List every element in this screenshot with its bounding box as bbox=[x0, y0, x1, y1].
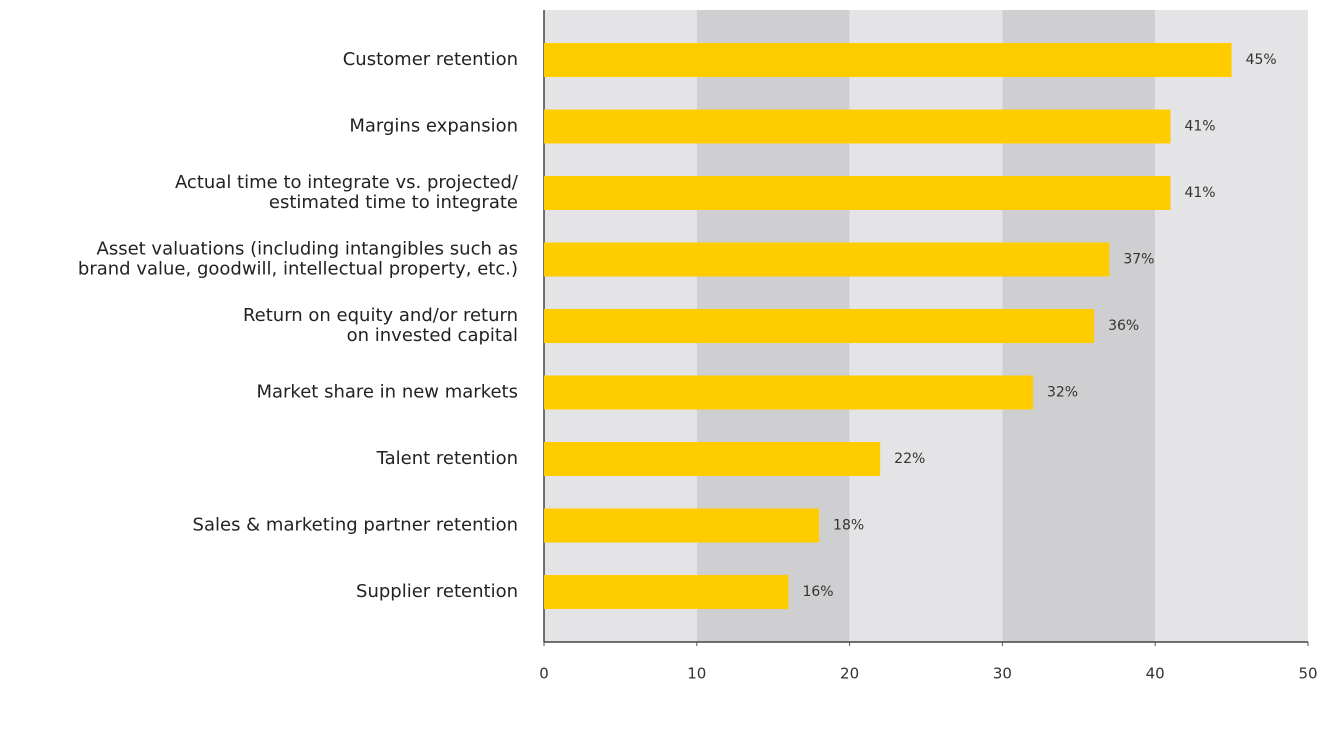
bar bbox=[544, 442, 881, 476]
category-label: Asset valuations (including intangibles … bbox=[78, 239, 518, 280]
bar bbox=[544, 375, 1033, 410]
category-label: Actual time to integrate vs. projected/e… bbox=[175, 172, 519, 213]
bar bbox=[544, 176, 1171, 210]
value-label: 41% bbox=[1184, 185, 1215, 201]
value-label: 16% bbox=[802, 584, 833, 600]
category-line: Supplier retention bbox=[356, 581, 518, 602]
category-label: Talent retention bbox=[376, 448, 518, 469]
category-line: Asset valuations (including intangibles … bbox=[97, 239, 519, 260]
bar bbox=[544, 309, 1095, 343]
category-label: Margins expansion bbox=[349, 116, 518, 137]
x-tick-label: 0 bbox=[539, 665, 549, 683]
x-tick-label: 10 bbox=[687, 665, 706, 683]
value-label: 41% bbox=[1184, 119, 1215, 135]
value-label: 36% bbox=[1108, 318, 1139, 334]
category-line: Talent retention bbox=[376, 448, 518, 469]
category-label: Return on equity and/or return on investe… bbox=[243, 305, 518, 346]
category-line: Actual time to integrate vs. projected/ bbox=[175, 172, 519, 193]
value-label: 45% bbox=[1246, 52, 1277, 68]
value-label: 18% bbox=[833, 518, 864, 534]
category-label: Market share in new markets bbox=[256, 382, 518, 403]
bar bbox=[544, 242, 1110, 277]
bar bbox=[544, 43, 1232, 77]
category-line: brand value, goodwill, intellectual prop… bbox=[78, 259, 518, 280]
category-line: Margins expansion bbox=[349, 116, 518, 137]
category-line: estimated time to integrate bbox=[269, 192, 518, 213]
x-tick-label: 20 bbox=[840, 665, 859, 683]
bar bbox=[544, 575, 789, 609]
value-label: 37% bbox=[1123, 252, 1154, 268]
x-tick-label: 30 bbox=[993, 665, 1012, 683]
bar bbox=[544, 508, 820, 543]
category-line: Return on equity and/or return bbox=[243, 305, 518, 326]
value-label: 22% bbox=[894, 451, 925, 467]
bar bbox=[544, 109, 1171, 144]
band bbox=[1155, 10, 1308, 642]
category-label: Supplier retention bbox=[356, 581, 518, 602]
category-line: on invested capital bbox=[347, 325, 518, 346]
category-line: Market share in new markets bbox=[256, 382, 518, 403]
category-label: Sales & marketing partner retention bbox=[193, 515, 518, 536]
category-line: Sales & marketing partner retention bbox=[193, 515, 518, 536]
value-label: 32% bbox=[1047, 385, 1078, 401]
x-tick-label: 40 bbox=[1146, 665, 1165, 683]
category-line: Customer retention bbox=[343, 49, 518, 70]
category-label: Customer retention bbox=[343, 49, 518, 70]
x-tick-label: 50 bbox=[1298, 665, 1317, 683]
